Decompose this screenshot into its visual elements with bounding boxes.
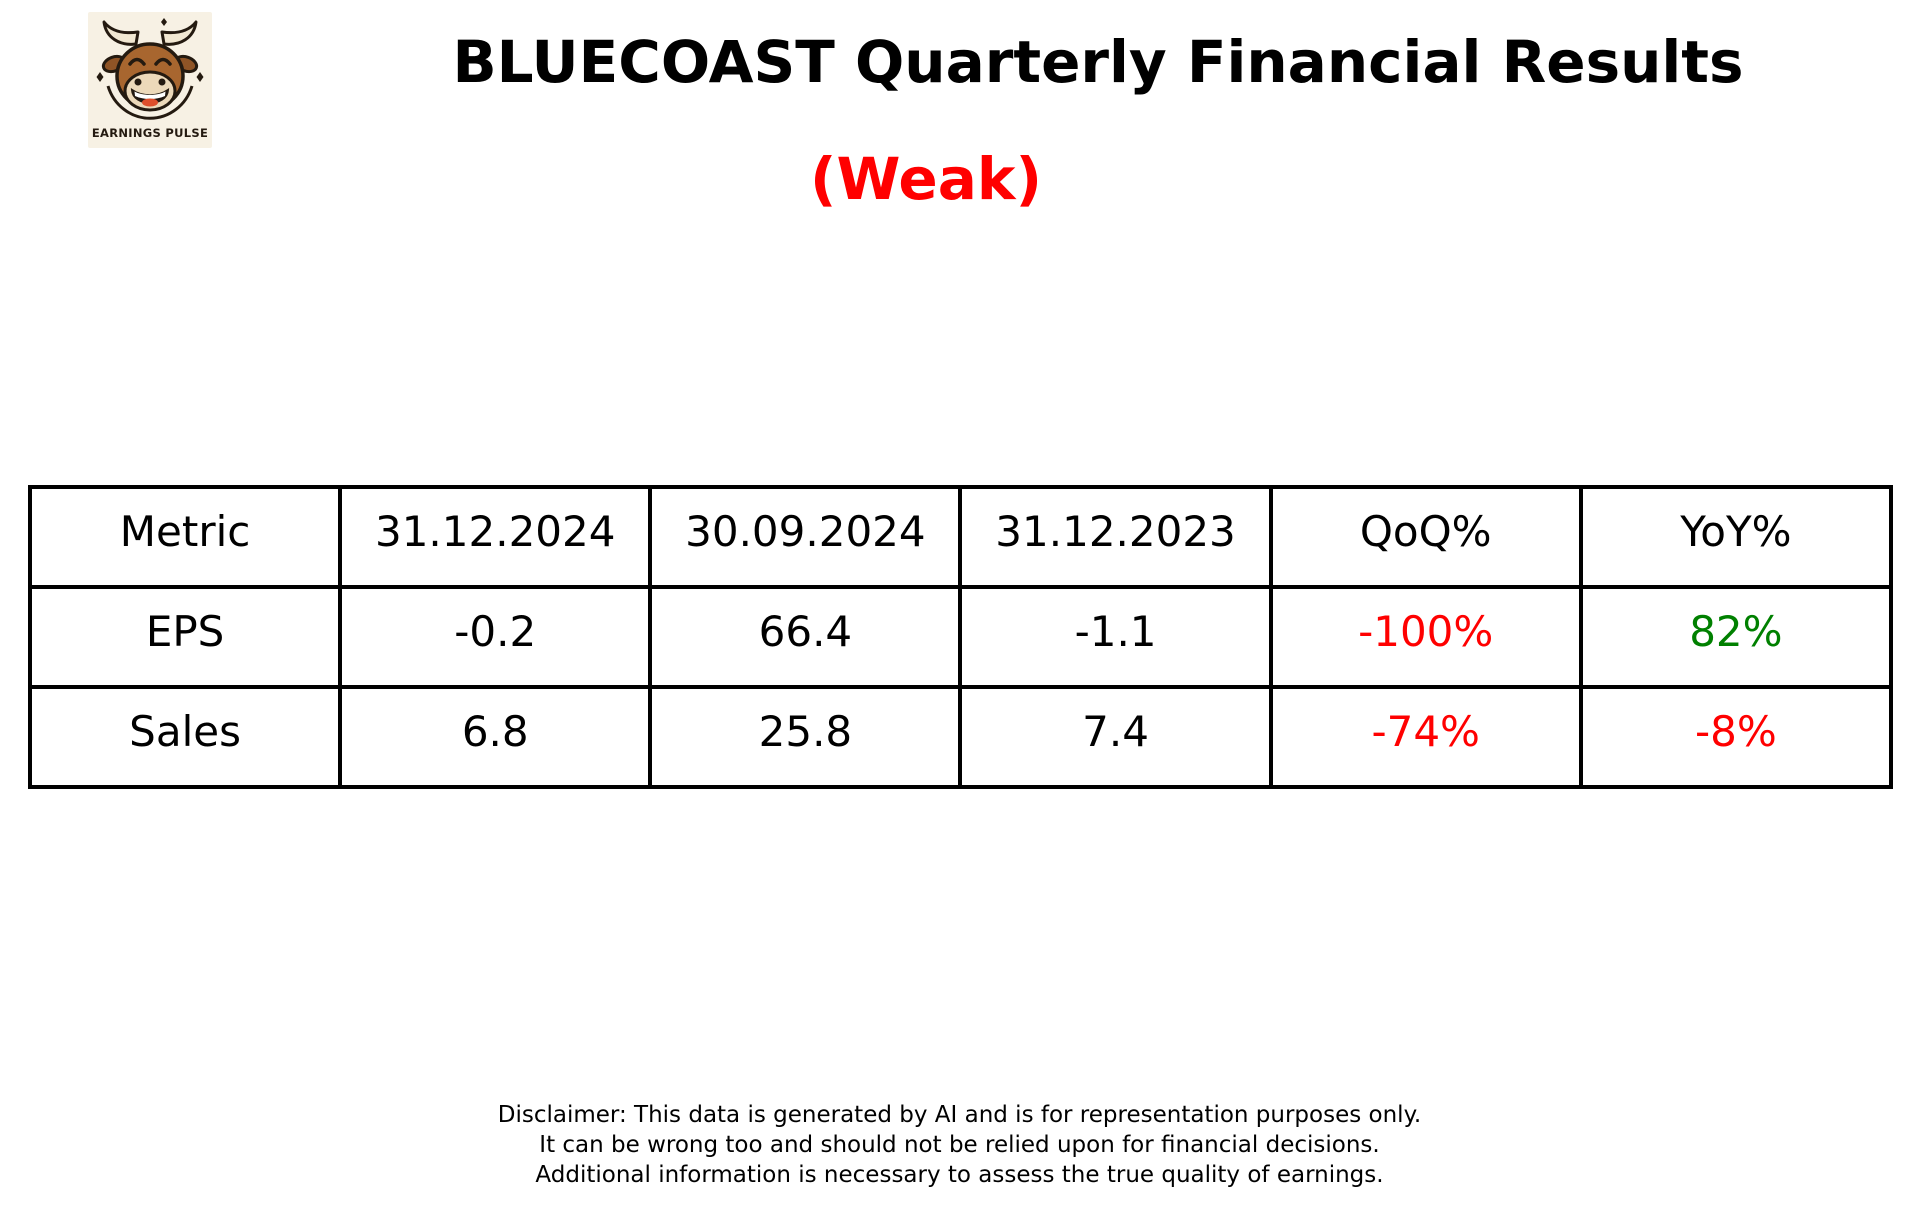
financial-results-table: Metric 31.12.2024 30.09.2024 31.12.2023 … (27, 485, 1894, 789)
logo-brand-text: EARNINGS PULSE (92, 126, 208, 140)
header-cell-period-2: 30.09.2024 (648, 485, 963, 589)
value-cell: 7.4 (958, 685, 1273, 789)
disclaimer-line: Disclaimer: This data is generated by AI… (497, 1102, 1422, 1128)
metric-label-cell: EPS (27, 585, 343, 689)
yoy-change-cell: -8% (1578, 685, 1894, 789)
earnings-pulse-logo: EARNINGS PULSE (88, 12, 212, 148)
header-cell-period-3: 31.12.2023 (958, 485, 1273, 589)
page-title: BLUECOAST Quarterly Financial Results (452, 28, 1744, 96)
value-cell: -0.2 (338, 585, 653, 689)
qoq-change-cell: -74% (1268, 685, 1583, 789)
header-cell-qoq: QoQ% (1268, 485, 1583, 589)
yoy-change-cell: 82% (1578, 585, 1894, 689)
qoq-change-cell: -100% (1268, 585, 1583, 689)
value-cell: -1.1 (958, 585, 1273, 689)
disclaimer-line: Additional information is necessary to a… (535, 1162, 1384, 1188)
disclaimer: Disclaimer: This data is generated by AI… (0, 1100, 1919, 1190)
value-cell: 6.8 (338, 685, 653, 789)
table-header-row: Metric 31.12.2024 30.09.2024 31.12.2023 … (27, 485, 1894, 589)
table-row-sales: Sales 6.8 25.8 7.4 -74% -8% (27, 685, 1894, 789)
table-row-eps: EPS -0.2 66.4 -1.1 -100% 82% (27, 585, 1894, 689)
header-cell-yoy: YoY% (1578, 485, 1894, 589)
header-cell-metric: Metric (27, 485, 343, 589)
metric-label-cell: Sales (27, 685, 343, 789)
header-cell-period-1: 31.12.2024 (338, 485, 653, 589)
disclaimer-line: It can be wrong too and should not be re… (539, 1132, 1380, 1158)
verdict-label: (Weak) (810, 145, 1042, 213)
value-cell: 66.4 (648, 585, 963, 689)
bull-mascot-icon: EARNINGS PULSE (88, 12, 212, 148)
value-cell: 25.8 (648, 685, 963, 789)
